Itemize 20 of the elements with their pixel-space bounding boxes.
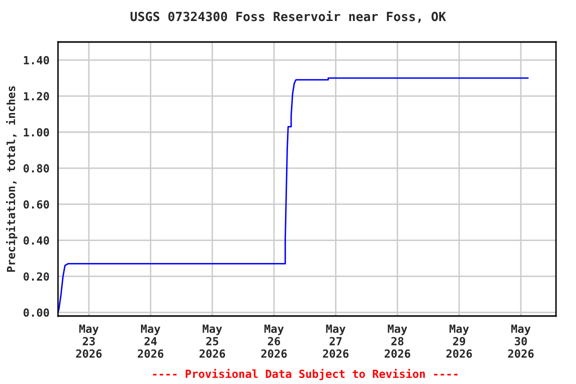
x-tick-label: May 23 2026 <box>76 324 102 358</box>
chart-title: USGS 07324300 Foss Reservoir near Foss, OK <box>130 10 446 23</box>
y-tick-label: 0.00 <box>24 308 49 317</box>
y-tick-label: 1.20 <box>24 92 49 100</box>
y-tick-label: 1.00 <box>24 128 49 137</box>
y-tick-label: 0.40 <box>24 236 49 245</box>
x-tick-label: May 28 2026 <box>384 324 410 358</box>
x-tick-label: May 24 2026 <box>138 324 164 358</box>
x-tick-label: May 27 2026 <box>322 324 348 358</box>
x-tick-label: May 26 2026 <box>261 324 287 358</box>
y-tick-label: 1.40 <box>24 56 49 64</box>
y-tick-label: 0.20 <box>24 272 49 281</box>
y-tick-label: 0.80 <box>24 164 49 173</box>
x-tick-label: May 29 2026 <box>446 324 472 358</box>
text: ---- Provisional Data Subject to Revision ---- <box>153 368 458 380</box>
y-tick-label: 0.60 <box>24 200 49 209</box>
line-series <box>58 77 529 314</box>
x-tick-label: May 25 2026 <box>200 324 226 358</box>
y-axis-title: Precipitation, total, inches <box>6 86 18 272</box>
x-tick-label: May 30 2026 <box>508 324 534 358</box>
